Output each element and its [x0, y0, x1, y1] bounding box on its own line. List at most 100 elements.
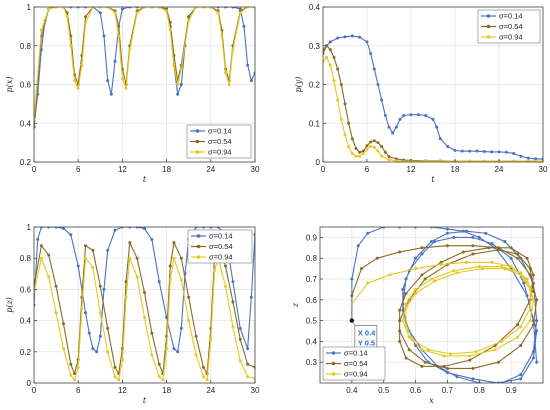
- data-point: [445, 227, 449, 231]
- data-point: [525, 277, 529, 281]
- data-point: [39, 256, 43, 260]
- x-tick-label: 24: [206, 165, 215, 174]
- data-point: [380, 145, 384, 148]
- data-point: [354, 154, 358, 158]
- x-tick-label: 0: [32, 165, 37, 174]
- x-tick-label: 6: [76, 165, 81, 174]
- data-point: [246, 347, 250, 351]
- data-point: [404, 323, 408, 327]
- y-tick-label: 0.4: [306, 337, 318, 346]
- data-point: [343, 133, 347, 137]
- data-point: [503, 240, 507, 244]
- panel-2: 0 6 12 18 24 30 0 0.1 0.2 0.3 0.4 t p(y) σ=0.14σ=0.54…: [294, 3, 548, 184]
- legend-entry: σ=0.54: [481, 22, 523, 31]
- legend-entry: σ=0.94: [481, 33, 523, 42]
- data-point: [525, 294, 529, 298]
- legend: σ=0.14σ=0.54 σ=0.94: [186, 124, 252, 159]
- data-point: [453, 148, 457, 152]
- data-point: [84, 244, 88, 248]
- data-point: [526, 156, 530, 160]
- data-point: [500, 265, 504, 269]
- data-point: [528, 287, 532, 291]
- panel-1: 0 6 12 18 24 30 0.2 0.4 0.6 0.8 1 t p(x) σ=0.14σ=0.54…: [5, 3, 260, 184]
- data-point: [365, 148, 369, 152]
- data-point: [414, 256, 418, 260]
- data-point: [109, 92, 113, 96]
- data-point: [416, 113, 420, 117]
- legend-entry: σ=0.54: [326, 359, 368, 368]
- data-point: [528, 273, 532, 277]
- data-point: [128, 241, 132, 245]
- data-point: [246, 63, 250, 67]
- data-point: [212, 269, 216, 273]
- legend-marker: [331, 351, 336, 355]
- data-point: [347, 145, 351, 148]
- data-point: [73, 378, 77, 382]
- data-point: [452, 269, 456, 273]
- data-point: [143, 227, 146, 231]
- data-point: [358, 150, 362, 154]
- series-line: [34, 7, 255, 128]
- data-point: [172, 256, 176, 260]
- data-point: [503, 267, 507, 271]
- x-tick-label: 12: [118, 165, 127, 174]
- data-point: [339, 117, 343, 121]
- data-point: [194, 353, 198, 357]
- data-point: [531, 323, 535, 327]
- data-point: [490, 260, 494, 264]
- data-point: [98, 311, 102, 315]
- y-tick-label: 0.4: [20, 317, 32, 326]
- data-point: [358, 154, 362, 158]
- data-point: [387, 125, 391, 129]
- data-point: [76, 365, 80, 369]
- data-point: [343, 102, 347, 106]
- data-point: [528, 267, 532, 271]
- legend-marker: [486, 24, 491, 29]
- y-axis-label: p(y): [294, 77, 303, 93]
- data-point: [398, 308, 402, 312]
- data-point: [249, 295, 253, 299]
- y-tick-label: 0.4: [309, 3, 321, 12]
- x-tick-label: 30: [251, 165, 260, 174]
- data-point: [519, 344, 523, 348]
- data-point: [84, 311, 88, 315]
- data-point: [535, 329, 539, 333]
- data-point: [461, 250, 465, 254]
- data-point: [372, 145, 376, 149]
- data-point: [471, 252, 475, 256]
- data-point: [376, 149, 380, 153]
- x-tick-label: 6: [365, 165, 370, 174]
- y-tick-label: 0.8: [20, 42, 32, 51]
- data-point: [91, 248, 95, 252]
- data-point: [98, 11, 102, 15]
- data-point: [128, 48, 132, 52]
- series-line: [34, 7, 255, 120]
- data-point: [179, 278, 183, 282]
- x-tick-label: 30: [539, 165, 548, 174]
- data-point: [246, 362, 250, 366]
- series-0.94: [323, 55, 543, 162]
- data-point: [47, 7, 51, 11]
- data-point: [332, 55, 336, 59]
- data-point: [113, 11, 117, 15]
- data-point: [376, 83, 380, 86]
- y-axis-label: p(x): [5, 77, 14, 93]
- data-point: [359, 267, 363, 271]
- legend-marker: [195, 139, 200, 144]
- data-point: [176, 350, 180, 354]
- datatip[interactable]: X 0.4Y 0.5: [349, 318, 378, 350]
- data-point: [531, 273, 535, 277]
- y-tick-label: 0.5: [306, 317, 318, 326]
- data-point: [365, 40, 369, 44]
- data-point: [504, 150, 508, 154]
- axes-box: [319, 226, 544, 384]
- x-tick-label: 0.6: [410, 386, 422, 395]
- data-point: [461, 229, 465, 233]
- data-point: [398, 250, 402, 254]
- data-point: [490, 242, 494, 246]
- data-point: [356, 244, 360, 248]
- y-tick-label: 0.6: [20, 285, 32, 294]
- data-point: [369, 140, 373, 144]
- data-point: [394, 125, 398, 129]
